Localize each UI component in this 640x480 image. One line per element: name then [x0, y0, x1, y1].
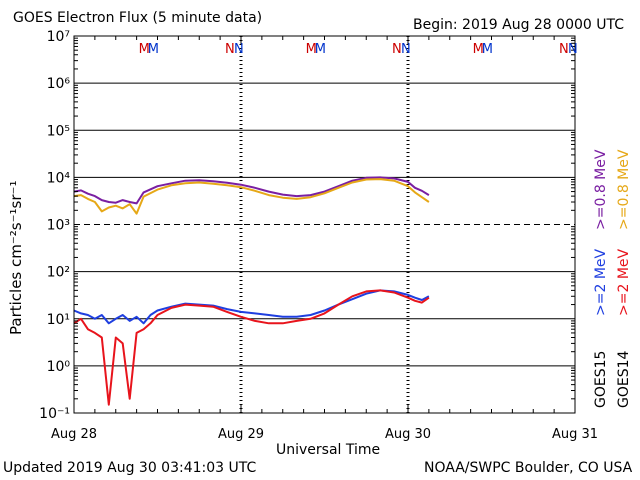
sun-marker: N	[568, 42, 578, 57]
y-axis-label: Particles cm⁻²s⁻¹sr⁻¹	[7, 180, 25, 335]
legend-label: >=0.8 MeV	[593, 149, 609, 230]
series-line	[73, 289, 430, 406]
sun-marker: M	[139, 42, 150, 57]
y-tick-label: 10⁷	[47, 29, 70, 45]
y-tick-label: 10⁶	[47, 76, 71, 92]
frame-layer	[73, 35, 576, 414]
x-tick-label: Aug 31	[552, 427, 598, 442]
label-layer: 10⁻¹ 10⁰ 10¹ 10² 10³ 10⁴ 10⁵ 10⁶ 10⁷ Aug 28 Aug 29…	[39, 29, 632, 442]
y-tick-label: 10⁴	[47, 170, 71, 186]
sun-marker: N	[401, 42, 411, 57]
y-tick-label: 10¹	[47, 312, 70, 328]
y-tick-label: 10⁰	[47, 359, 71, 375]
sun-marker: N	[234, 42, 244, 57]
legend-label: >=2 MeV	[616, 248, 632, 316]
sun-marker: M	[306, 42, 317, 57]
y-tick-label: 10³	[47, 218, 70, 234]
sun-marker: M	[148, 42, 159, 57]
updated-timestamp: Updated 2019 Aug 30 03:41:03 UTC	[3, 460, 257, 476]
series-line	[73, 289, 430, 325]
x-tick-label: Aug 29	[218, 427, 264, 442]
legend-label: >=2 MeV	[593, 248, 609, 316]
y-tick-label: 10⁵	[47, 123, 70, 139]
legend-label: GOES14	[616, 350, 632, 408]
begin-time: Begin: 2019 Aug 28 0000 UTC	[413, 17, 624, 33]
legend-label: GOES15	[593, 351, 609, 408]
credit: NOAA/SWPC Boulder, CO USA	[424, 460, 633, 476]
series-line	[73, 176, 430, 205]
sun-marker: N	[225, 42, 235, 57]
series-line	[73, 178, 430, 215]
series-layer	[73, 176, 430, 406]
y-tick-label: 10⁻¹	[39, 406, 70, 422]
x-tick-label: Aug 30	[385, 427, 431, 442]
sun-marker: M	[473, 42, 484, 57]
sun-marker: N	[559, 42, 569, 57]
plot-frame	[73, 35, 576, 414]
y-tick-label: 10²	[47, 265, 70, 281]
sun-marker: N	[392, 42, 402, 57]
grid-layer	[74, 36, 575, 413]
chart-title: GOES Electron Flux (5 minute data)	[13, 10, 263, 26]
x-tick-label: Aug 28	[51, 427, 97, 442]
legend-label: >=0.8 MeV	[616, 149, 632, 230]
x-axis-label: Universal Time	[276, 442, 381, 458]
sun-marker: M	[315, 42, 326, 57]
sun-marker: M	[482, 42, 493, 57]
